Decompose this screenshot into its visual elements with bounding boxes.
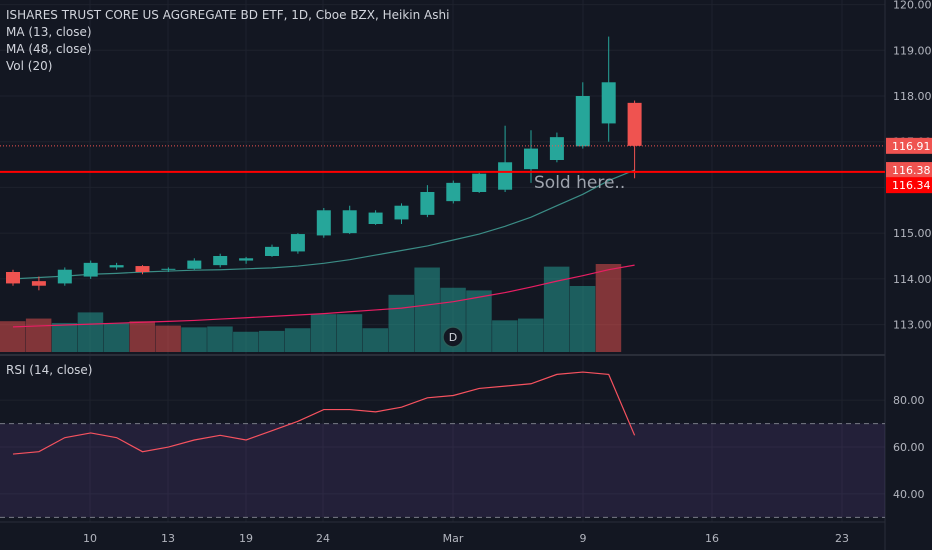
candle-body [601,82,616,124]
candle-body [549,137,564,160]
ma13-line [12,169,635,280]
candle-body [109,265,124,268]
price-tag-label: 116.91 [892,140,931,153]
volume-bars [0,264,622,352]
rsi-tick-label: 40.00 [893,488,925,501]
volume-bar [51,322,78,352]
volume-bar [492,320,518,352]
candle-body [394,205,409,220]
chart-legend[interactable]: ISHARES TRUST CORE US AGGREGATE BD ETF, … [6,7,449,75]
time-tick-label: 16 [705,532,719,545]
time-tick-label: 13 [161,532,175,545]
volume-bar [595,264,622,352]
candle-body [31,281,46,286]
rsi-path [12,371,636,455]
volume-bar [0,321,26,352]
volume-bar [414,267,440,352]
price-tick-label: 118.00 [893,90,932,103]
candle-body [213,256,228,266]
sold-here-annotation[interactable]: Sold here.. [534,173,625,193]
candle-body [420,192,435,215]
candle-body [524,148,538,170]
time-tick-label: 19 [239,532,253,545]
price-tag [886,162,932,179]
candle-body [627,102,642,146]
volume-bar [155,325,181,352]
candle-body [187,260,202,269]
candle-body [498,162,513,190]
volume-bar [336,314,363,352]
volume-bar [25,318,52,352]
volume-bar [103,322,130,352]
volume-bar [362,328,389,352]
rsi-tick-label: 60.00 [893,441,925,454]
volume-bar [569,286,596,352]
volume-bar [207,326,233,352]
price-grid [0,0,885,522]
rsi-tick-label: 80.00 [893,394,925,407]
candle-body [265,246,279,256]
candle-body [161,268,176,270]
volume-bar [77,312,104,352]
candle-body [135,266,150,272]
volume-bar [181,327,207,352]
rsi-line [12,371,636,455]
time-tick-label: 23 [835,532,849,545]
rsi-title: RSI (14, close) [6,363,93,377]
volume-bar [284,328,311,352]
rsi-legend[interactable]: RSI (14, close) [6,362,92,379]
candle-body [290,234,305,252]
price-tick-label: 113.00 [893,319,932,332]
rsi-band [0,423,885,518]
candle-body [83,262,98,277]
time-tick-label: 10 [83,532,97,545]
candle-body [575,96,590,147]
ma13-path [12,169,635,280]
candle-body [6,272,20,284]
ma48-line [12,264,635,328]
candle-body [446,182,461,202]
time-axis[interactable]: 10 13 19 24 Mar 9 16 23 [83,532,849,545]
dividend-marker-label: D [449,331,457,344]
volume-bar [518,318,544,352]
volume-bar [129,321,155,352]
volume-bar [310,314,337,352]
volume-bar [388,294,414,352]
rsi-axis[interactable]: 40.00 60.00 80.00 [893,394,925,501]
price-tag [886,137,932,154]
volume-bar [259,330,285,352]
dividend-marker[interactable]: D [442,326,464,348]
price-tag [886,177,932,194]
rsi-grid [0,399,885,495]
candles[interactable] [6,36,642,291]
price-tick-label: 120.00 [893,0,932,12]
candle-body [57,269,72,284]
candle-body [239,258,254,261]
price-tags: 116.91 116.38 116.34 [886,137,932,194]
candle-body [342,210,357,234]
price-tick-label: 115.00 [893,227,932,240]
price-tag-label: 116.38 [892,164,931,177]
candle-body [316,210,331,236]
ma48-path [12,264,635,328]
candle-body [368,212,383,224]
volume-bar [233,331,259,352]
legend-volume[interactable]: Vol (20) [6,59,53,73]
time-tick-label: 24 [316,532,330,545]
price-tick-label: 114.00 [893,273,932,286]
time-tick-label: 9 [580,532,587,545]
chart-title: ISHARES TRUST CORE US AGGREGATE BD ETF, … [6,8,450,22]
price-tag-label: 116.34 [892,179,931,192]
volume-bar [466,290,492,352]
time-tick-label: Mar [443,532,464,545]
price-tick-label: 119.00 [893,44,932,57]
legend-ma48[interactable]: MA (48, close) [6,42,92,56]
candle-body [472,173,487,192]
legend-ma13[interactable]: MA (13, close) [6,25,92,39]
